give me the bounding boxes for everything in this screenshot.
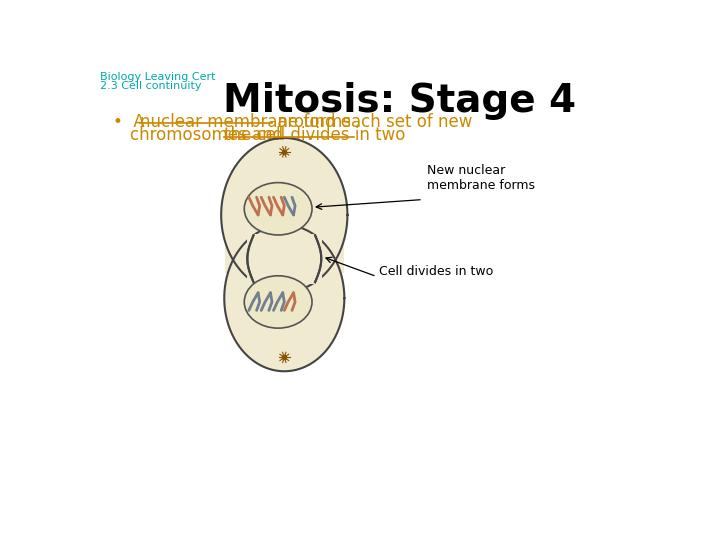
Ellipse shape bbox=[244, 276, 312, 328]
Text: •  A: • A bbox=[113, 112, 150, 131]
Text: Mitosis: Stage 4: Mitosis: Stage 4 bbox=[223, 82, 577, 120]
Text: chromosomes and: chromosomes and bbox=[130, 126, 289, 144]
Text: 2.3 Cell continuity: 2.3 Cell continuity bbox=[99, 81, 201, 91]
Text: Cell divides in two: Cell divides in two bbox=[379, 265, 493, 278]
Ellipse shape bbox=[244, 183, 312, 235]
Text: around each set of new: around each set of new bbox=[272, 112, 472, 131]
Text: the cell divides in two: the cell divides in two bbox=[224, 126, 405, 144]
Text: New nuclear
membrane forms: New nuclear membrane forms bbox=[427, 164, 535, 192]
Ellipse shape bbox=[224, 225, 344, 372]
Text: Biology Leaving Cert: Biology Leaving Cert bbox=[99, 72, 215, 83]
Bar bbox=[246, 234, 322, 284]
Text: nuclear membrane forms: nuclear membrane forms bbox=[140, 112, 351, 131]
Bar bbox=[225, 240, 343, 273]
Ellipse shape bbox=[221, 138, 348, 292]
